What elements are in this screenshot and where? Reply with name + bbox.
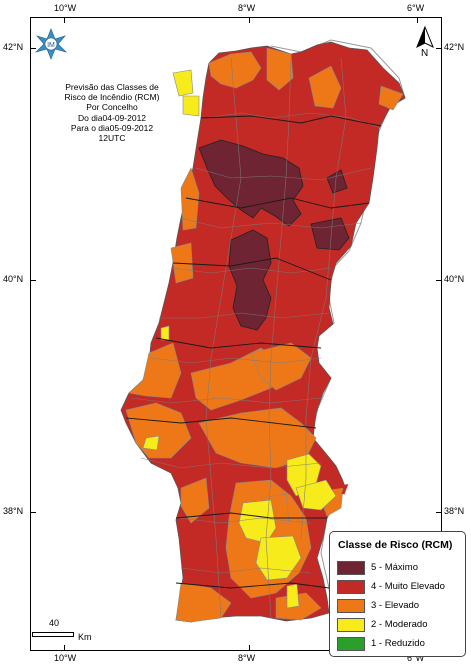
tick-top-6w — [417, 18, 418, 23]
legend-item: 1 - Reduzido — [337, 635, 425, 652]
map-title-block: Previsão das Classes de Risco de Incêndi… — [52, 82, 172, 143]
tick-right-38n — [436, 512, 441, 513]
north-label: N — [421, 48, 429, 59]
axis-bottom-label: 8°W — [238, 653, 256, 663]
tick-left-42n — [31, 48, 36, 49]
legend-label: 2 - Moderado — [371, 619, 428, 630]
legend-item: 3 - Elevado — [337, 597, 419, 614]
axis-left-label: 38°N — [3, 506, 24, 516]
north-arrow-icon — [416, 25, 434, 49]
title-line: Do dia04-09-2012 — [77, 112, 147, 123]
title-line: Por Concelho — [86, 102, 138, 113]
legend-label: 1 - Reduzido — [371, 638, 425, 649]
legend-swatch — [337, 598, 365, 613]
axis-right-label: 40°N — [444, 274, 465, 284]
class-maximo-regions — [198, 139, 350, 331]
tick-right-40n — [436, 280, 441, 281]
scale-value: 40 — [49, 618, 60, 628]
legend-swatch — [337, 617, 365, 632]
axis-top-label: 10°W — [54, 3, 77, 13]
axis-bottom-label: 6°W — [407, 653, 425, 663]
legend-label: 5 - Máximo — [371, 562, 418, 573]
map-frame — [30, 17, 442, 651]
legend-swatch — [337, 636, 365, 651]
title-line: 12UTC — [98, 133, 126, 144]
tick-bottom-10w — [64, 645, 65, 650]
legend-item: 4 - Muito Elevado — [337, 578, 445, 595]
tick-left-40n — [31, 280, 36, 281]
legend-label: 4 - Muito Elevado — [371, 581, 445, 592]
axis-left-label: 40°N — [3, 274, 24, 284]
im-logo: IM — [34, 28, 68, 60]
logo-text: IM — [47, 42, 55, 49]
legend-swatch — [337, 560, 365, 575]
tick-left-38n — [31, 512, 36, 513]
legend-item: 5 - Máximo — [337, 559, 418, 576]
axis-right-label: 38°N — [444, 506, 465, 516]
legend: Classe de Risco (RCM) 5 - Máximo 4 - Mui… — [329, 531, 466, 657]
title-line: Risco de Incêndio (RCM) — [64, 92, 160, 103]
class-moderado-regions — [142, 69, 337, 609]
tick-top-8w — [249, 18, 250, 23]
scale-unit: Km — [78, 632, 92, 642]
tick-bottom-8w — [249, 645, 250, 650]
legend-swatch — [337, 579, 365, 594]
spain-border-detail — [330, 484, 349, 495]
portugal-map — [120, 39, 406, 623]
axis-top-label: 6°W — [407, 3, 425, 13]
title-line: Para o dia05-09-2012 — [70, 122, 154, 133]
district-boundaries — [125, 115, 382, 589]
axis-left-label: 42°N — [3, 42, 24, 52]
title-line: Previsão das Classes de — [65, 82, 159, 92]
tick-right-42n — [436, 48, 441, 49]
concelho-boundaries — [130, 57, 382, 619]
scale-bar-graphic — [32, 632, 74, 637]
axis-top-label: 8°W — [238, 3, 256, 13]
legend-label: 3 - Elevado — [371, 600, 420, 611]
axis-bottom-label: 10°W — [54, 653, 77, 663]
axis-right-label: 42°N — [444, 42, 465, 52]
tick-top-10w — [64, 18, 65, 23]
legend-title: Classe de Risco (RCM) — [338, 539, 453, 551]
legend-item: 2 - Moderado — [337, 616, 428, 633]
